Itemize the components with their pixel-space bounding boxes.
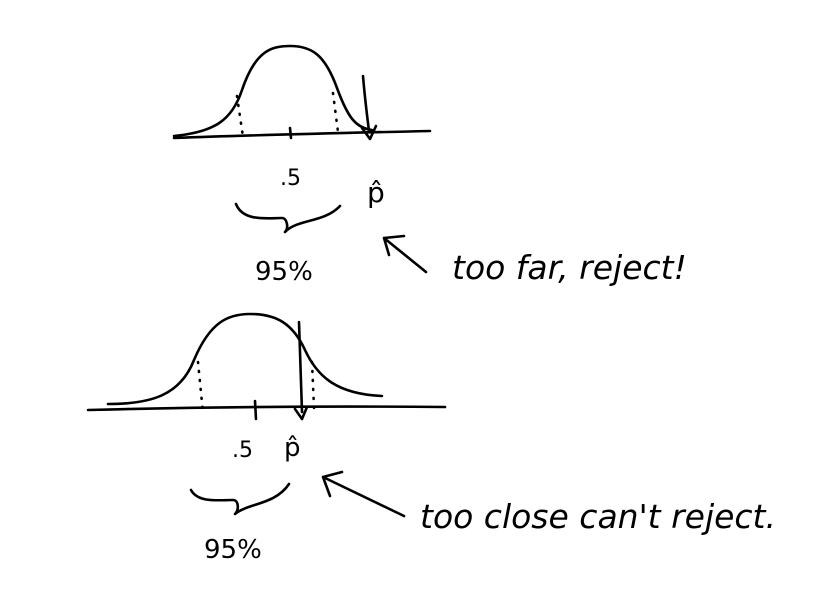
bottom-arrow: [321, 470, 406, 518]
bottom-diagram: .5 p̂ 95% too close can't reject.: [86, 312, 776, 565]
bottom-center-label: .5: [232, 438, 253, 463]
top-axis: [172, 129, 432, 140]
bottom-axis: [86, 405, 447, 412]
bottom-note: too close can't reject.: [420, 497, 776, 536]
bottom-left-tail-boundary: [196, 360, 205, 415]
bottom-area-label: 95%: [204, 535, 262, 565]
top-area-label: 95%: [255, 257, 313, 287]
top-area-brace: [234, 202, 342, 234]
bottom-right-tail-boundary: [310, 360, 316, 410]
bottom-area-brace: [189, 482, 291, 516]
bottom-phat-marker: [293, 320, 309, 421]
bottom-phat-label: p̂: [284, 433, 301, 463]
top-normal-curve: [172, 44, 374, 138]
top-note: too far, reject!: [452, 248, 687, 287]
top-center-tick: [288, 126, 293, 140]
top-phat-marker: [360, 74, 378, 141]
top-center-label: .5: [280, 166, 301, 191]
top-arrow: [382, 234, 428, 274]
top-diagram: .5 p̂ 95% too far, reject!: [172, 44, 687, 287]
top-right-tail-boundary: [331, 91, 340, 134]
top-phat-label: p̂: [367, 176, 385, 209]
bottom-center-tick: [253, 399, 258, 421]
bottom-normal-curve: [106, 312, 384, 406]
